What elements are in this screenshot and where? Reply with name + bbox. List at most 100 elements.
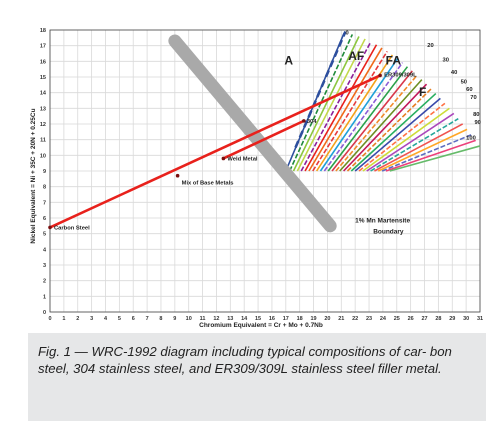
- ferrite-number-line: [366, 112, 455, 172]
- composition-point: [221, 156, 226, 161]
- y-tick-label: 17: [40, 44, 46, 50]
- x-tick-label: 6: [132, 316, 135, 322]
- ferrite-number-line: [300, 41, 372, 172]
- y-tick-label: 1: [43, 294, 46, 300]
- y-tick-label: 10: [40, 153, 46, 159]
- x-tick-label: 13: [227, 316, 233, 322]
- af-boundary-line: [294, 31, 347, 149]
- ferrite-number-line: [370, 117, 459, 172]
- x-tick-label: 7: [146, 316, 149, 322]
- x-tick-label: 12: [213, 316, 219, 322]
- y-tick-label: 18: [40, 28, 46, 34]
- ferrite-number-line: [323, 62, 404, 172]
- ferrite-number-label: 70: [470, 95, 476, 101]
- x-tick-label: 22: [352, 316, 358, 322]
- y-tick-label: 2: [43, 279, 46, 285]
- x-tick-label: 20: [324, 316, 330, 322]
- figure-caption: Fig. 1 — WRC-1992 diagram including typi…: [38, 344, 452, 376]
- x-tick-label: 15: [255, 316, 261, 322]
- x-tick-labels: 0 1 2 3 4 5 6 7 8 9 10 11 12 13 14 15 16 17 18 19 20 21 22 23 24…: [48, 316, 483, 322]
- ferrite-number-label: 40: [451, 70, 457, 76]
- ferrite-number-line: [331, 70, 413, 172]
- ferrite-number-line: [346, 88, 432, 172]
- martensite-boundary-label: 1% Mn Martensite: [355, 218, 410, 225]
- y-tick-label: 0: [43, 310, 46, 316]
- ferrite-number-label: 50: [461, 79, 467, 85]
- ferrite-number-line: [319, 58, 399, 172]
- plot-frame: [49, 29, 481, 313]
- composition-label: ER309/309L: [384, 72, 417, 78]
- ferrite-number-line: [296, 38, 366, 172]
- region-label: AF: [348, 49, 364, 63]
- mixing-line: [49, 74, 381, 229]
- region-label: F: [419, 85, 426, 99]
- x-tick-label: 21: [338, 316, 344, 322]
- x-tick-label: 28: [435, 316, 441, 322]
- ferrite-number-line: [374, 123, 464, 172]
- x-tick-label: 14: [241, 316, 248, 322]
- x-tick-label: 1: [62, 316, 65, 322]
- ferrite-number-line: [354, 97, 441, 172]
- ferrite-number-line: [312, 50, 388, 172]
- composition-point: [302, 119, 306, 123]
- ferrite-number-line: [377, 128, 468, 172]
- composition-point: [48, 225, 52, 230]
- x-tick-label: 25: [394, 316, 400, 322]
- ferrite-number-label: 100: [466, 136, 476, 142]
- x-tick-label: 23: [366, 316, 372, 322]
- y-tick-label: 7: [43, 200, 46, 206]
- x-tick-label: 17: [283, 316, 289, 322]
- x-tick-label: 27: [421, 316, 427, 322]
- composition-points: [48, 73, 382, 230]
- martensite-boundary-label-line2: Boundary: [373, 229, 404, 236]
- x-tick-label: 5: [118, 316, 121, 322]
- y-tick-label: 3: [43, 263, 46, 269]
- caption-box: Fig. 1 — WRC-1992 diagram including typi…: [28, 333, 486, 421]
- y-tick-label: 4: [43, 247, 47, 253]
- y-tick-label: 9: [43, 169, 46, 175]
- y-axis-label: Nickel Equivalent = Ni + 35C + 20N + 0.2…: [30, 108, 37, 243]
- wrc-1992-diagram: 0 1 2 3 4 5 6 7 8 9 10 11 12 13 14 15 16 17 18 19 20 21 22 23 24…: [30, 28, 483, 329]
- ferrite-number-line: [385, 139, 476, 172]
- x-tick-label: 31: [477, 316, 483, 322]
- y-tick-label: 12: [40, 122, 46, 128]
- y-tick-label: 16: [40, 59, 46, 65]
- ferrite-number-line: [327, 66, 409, 172]
- ferrite-number-label: 80: [473, 112, 479, 118]
- region-labels: A AF FA F: [284, 49, 426, 99]
- x-tick-label: 0: [48, 316, 51, 322]
- x-tick-label: 26: [408, 316, 414, 322]
- x-tick-label: 4: [104, 316, 108, 322]
- y-tick-label: 15: [40, 75, 46, 81]
- x-tick-label: 3: [90, 316, 93, 322]
- ferrite-number-line: [308, 47, 383, 172]
- x-tick-label: 2: [76, 316, 79, 322]
- x-tick-label: 18: [297, 316, 303, 322]
- ferrite-number-label: 30: [443, 57, 449, 63]
- ferrite-number-line: [389, 145, 481, 172]
- region-label: FA: [386, 53, 402, 67]
- mixing-lines: [49, 74, 381, 229]
- y-tick-label: 14: [40, 91, 47, 97]
- ferrite-number-line: [381, 134, 472, 172]
- ferrite-number-lines: [285, 32, 481, 172]
- x-tick-label: 24: [380, 316, 387, 322]
- x-tick-label: 11: [200, 316, 206, 322]
- y-tick-label: 11: [40, 138, 46, 144]
- ferrite-number-label: 90: [474, 120, 480, 126]
- ferrite-number-label: 60: [466, 87, 472, 93]
- ferrite-number-line: [343, 83, 428, 172]
- x-tick-label: 30: [463, 316, 469, 322]
- y-tick-label: 13: [40, 106, 46, 112]
- y-tick-label: 8: [43, 185, 46, 191]
- ferrite-number-label: 20: [427, 43, 433, 49]
- composition-label: Mix of Base Metals: [182, 181, 234, 187]
- composition-label: Carbon Steel: [54, 225, 90, 231]
- y-tick-label: 5: [43, 232, 46, 238]
- x-tick-label: 9: [173, 316, 176, 322]
- x-axis-label: Chromium Equivalent = Cr + Mo + 0.7Nb: [199, 322, 323, 329]
- x-tick-label: 16: [269, 316, 275, 322]
- ferrite-number-line: [304, 44, 378, 172]
- composition-label: 304: [307, 119, 317, 125]
